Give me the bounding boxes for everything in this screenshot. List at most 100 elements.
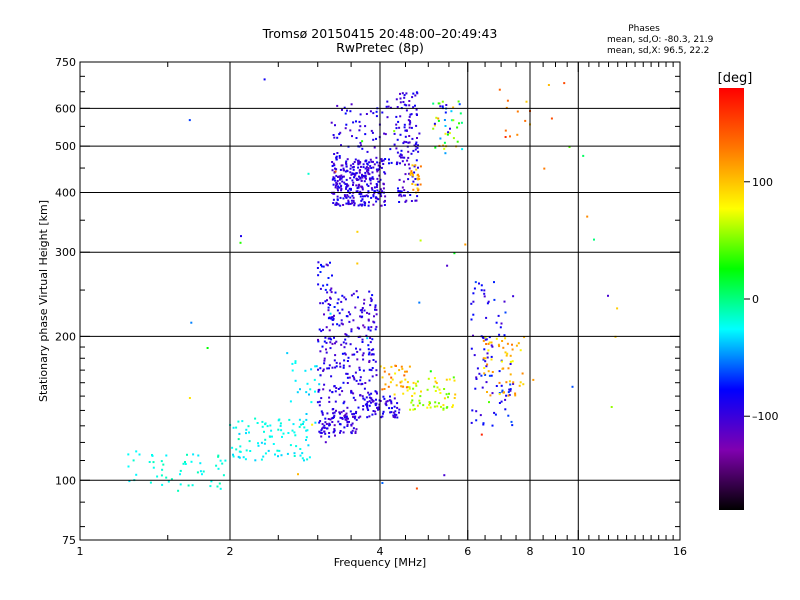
data-point bbox=[401, 160, 404, 163]
data-point bbox=[281, 435, 283, 438]
data-point bbox=[353, 417, 356, 420]
data-point bbox=[367, 344, 370, 347]
data-point bbox=[400, 380, 403, 383]
data-point bbox=[358, 175, 360, 178]
data-point bbox=[151, 454, 154, 457]
data-point bbox=[331, 318, 334, 321]
data-point bbox=[269, 424, 272, 427]
data-point bbox=[337, 298, 340, 301]
data-point bbox=[502, 391, 505, 394]
data-point bbox=[318, 404, 321, 407]
data-point bbox=[367, 171, 370, 174]
data-point bbox=[346, 109, 348, 112]
data-point bbox=[453, 397, 456, 399]
data-point bbox=[333, 424, 336, 427]
data-point bbox=[524, 119, 527, 122]
data-point bbox=[487, 342, 490, 345]
data-point bbox=[386, 116, 389, 119]
data-point bbox=[332, 192, 335, 195]
data-point bbox=[280, 429, 283, 432]
data-point bbox=[374, 306, 377, 309]
data-point bbox=[335, 340, 338, 343]
data-point bbox=[325, 351, 328, 354]
data-point bbox=[327, 309, 330, 312]
data-point bbox=[337, 176, 339, 178]
data-point bbox=[390, 161, 393, 164]
data-point bbox=[318, 328, 321, 331]
data-point bbox=[238, 450, 241, 453]
data-point bbox=[373, 163, 376, 166]
data-point bbox=[403, 94, 406, 97]
data-point bbox=[490, 374, 493, 377]
data-point bbox=[362, 397, 365, 400]
data-point bbox=[367, 185, 370, 187]
data-point bbox=[330, 121, 333, 124]
data-point bbox=[138, 453, 141, 456]
data-point bbox=[532, 378, 535, 381]
data-point bbox=[353, 204, 356, 207]
data-point bbox=[487, 370, 490, 373]
data-point bbox=[345, 178, 348, 181]
data-point bbox=[504, 398, 507, 401]
data-point bbox=[437, 402, 440, 405]
data-point bbox=[334, 186, 337, 189]
data-point bbox=[339, 365, 342, 368]
data-point bbox=[413, 171, 416, 174]
data-point bbox=[442, 144, 445, 147]
data-point bbox=[350, 103, 353, 106]
data-point bbox=[328, 389, 331, 392]
data-point bbox=[376, 184, 379, 187]
stats-heading: Phases bbox=[628, 24, 660, 34]
data-point bbox=[165, 476, 168, 479]
data-point bbox=[320, 397, 323, 400]
data-point bbox=[493, 298, 496, 301]
data-point bbox=[501, 340, 504, 342]
data-point bbox=[216, 485, 219, 488]
data-point bbox=[352, 184, 354, 186]
y-tick-label: 500 bbox=[55, 140, 76, 153]
data-point bbox=[345, 123, 348, 126]
data-point bbox=[383, 204, 386, 206]
data-point bbox=[337, 388, 340, 390]
data-point bbox=[342, 204, 345, 206]
data-point bbox=[339, 423, 342, 426]
data-point bbox=[358, 120, 361, 123]
data-point bbox=[372, 348, 375, 351]
data-point bbox=[336, 198, 339, 201]
data-point bbox=[329, 296, 331, 299]
data-point bbox=[395, 147, 398, 150]
data-point bbox=[221, 462, 224, 465]
data-point bbox=[411, 137, 414, 140]
data-point bbox=[375, 369, 378, 372]
data-point bbox=[485, 338, 488, 341]
data-point bbox=[396, 138, 399, 141]
data-point bbox=[359, 190, 362, 193]
data-point bbox=[190, 321, 193, 324]
data-point bbox=[302, 423, 304, 425]
data-point bbox=[335, 409, 337, 412]
data-point bbox=[329, 341, 332, 344]
data-point bbox=[384, 133, 387, 136]
data-point bbox=[400, 385, 403, 388]
data-point bbox=[332, 183, 335, 186]
data-point bbox=[344, 413, 347, 416]
data-point bbox=[323, 340, 326, 343]
data-point bbox=[444, 125, 447, 127]
data-point bbox=[452, 137, 455, 140]
data-point bbox=[405, 370, 408, 373]
data-point bbox=[398, 201, 401, 203]
data-point bbox=[342, 167, 345, 170]
data-point bbox=[471, 409, 474, 412]
data-point bbox=[337, 185, 340, 188]
data-point bbox=[332, 202, 335, 204]
data-point bbox=[264, 438, 267, 441]
data-point bbox=[448, 132, 451, 135]
data-point bbox=[382, 163, 385, 165]
data-point bbox=[494, 413, 497, 416]
data-point bbox=[328, 329, 331, 332]
data-point bbox=[389, 148, 392, 151]
data-point bbox=[444, 152, 447, 155]
data-point bbox=[373, 192, 376, 195]
data-point bbox=[372, 177, 375, 180]
data-point bbox=[333, 359, 336, 362]
